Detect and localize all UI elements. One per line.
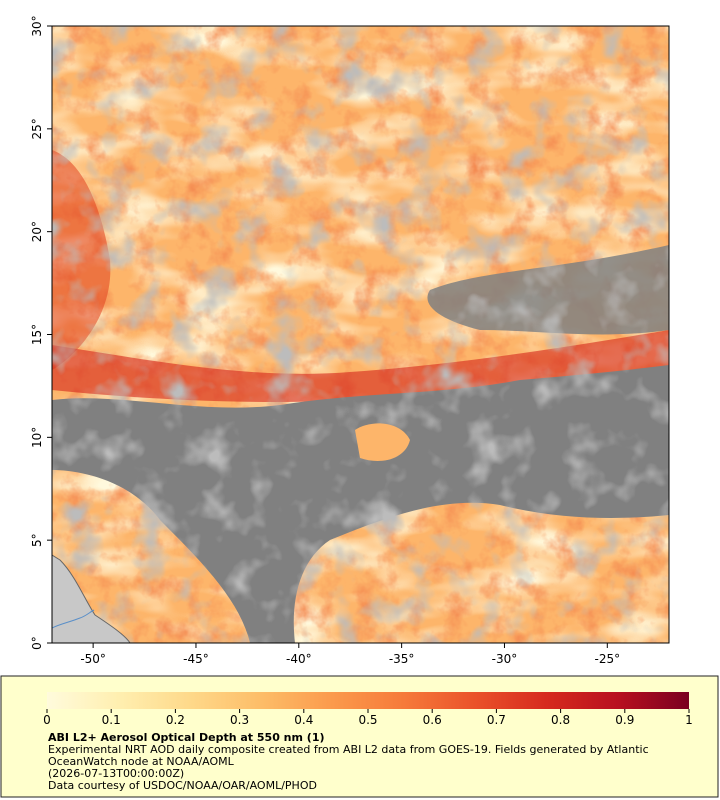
y-tick-label: 15°: [30, 324, 44, 345]
y-tick-label: 0°: [30, 636, 44, 650]
colorbar-tick-label: 0.7: [487, 713, 506, 727]
caption-title: ABI L2+ Aerosol Optical Depth at 550 nm …: [48, 731, 325, 744]
colorbar-tick-label: 0.9: [615, 713, 634, 727]
colorbar-tick-label: 0.3: [230, 713, 249, 727]
x-tick-label: -35°: [389, 652, 415, 666]
x-tick-label: -25°: [594, 652, 620, 666]
colorbar-tick-label: 0.8: [551, 713, 570, 727]
x-tick-label: -30°: [492, 652, 518, 666]
x-tick-label: -40°: [286, 652, 312, 666]
aerosol-patch: [355, 423, 410, 461]
gray-texture: [52, 26, 669, 643]
colorbar-tick-label: 0.6: [423, 713, 442, 727]
y-tick-label: 5°: [30, 533, 44, 547]
caption-line: (2026-07-13T00:00:00Z): [48, 767, 185, 780]
aod-map: [52, 26, 669, 643]
colorbar-tick-label: 0: [43, 713, 51, 727]
colorbar-tick-label: 0.1: [102, 713, 121, 727]
x-tick-label: -50°: [80, 652, 106, 666]
y-tick-label: 20°: [30, 221, 44, 242]
colorbar-tick-label: 0.4: [294, 713, 313, 727]
y-tick-label: 30°: [30, 15, 44, 36]
colorbar: [47, 692, 689, 709]
colorbar-tick-label: 1: [685, 713, 693, 727]
caption-line: Experimental NRT AOD daily composite cre…: [48, 743, 649, 768]
river: [52, 609, 95, 629]
y-tick-label: 25°: [30, 118, 44, 139]
caption: ABI L2+ Aerosol Optical Depth at 550 nm …: [48, 732, 688, 792]
x-tick-label: -45°: [183, 652, 209, 666]
y-tick-label: 10°: [30, 427, 44, 448]
caption-line: Data courtesy of USDOC/NOAA/OAR/AOML/PHO…: [48, 779, 317, 792]
colorbar-tick-label: 0.5: [358, 713, 377, 727]
colorbar-tick-label: 0.2: [166, 713, 185, 727]
